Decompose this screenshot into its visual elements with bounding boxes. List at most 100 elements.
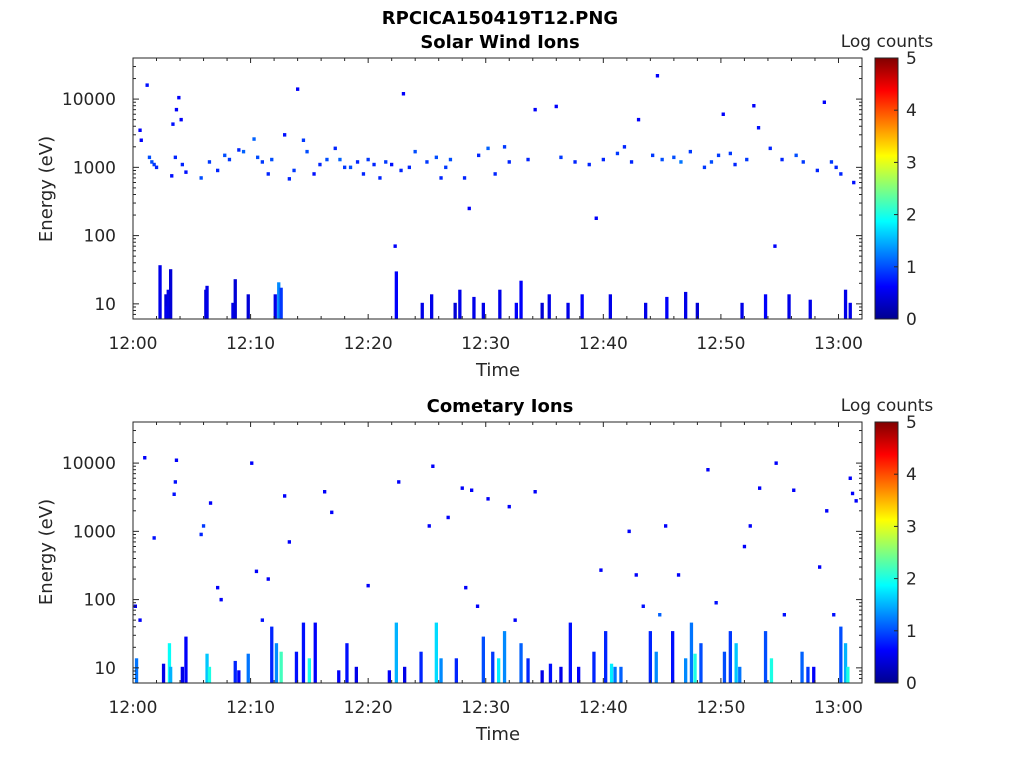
- x-tick-label: 13:00: [814, 334, 863, 354]
- y-tick-label: 1000: [73, 158, 116, 178]
- heatmap-cell: [467, 206, 471, 211]
- heatmap-cell: [514, 302, 518, 319]
- heatmap-cell: [613, 666, 617, 683]
- heatmap-cell: [599, 568, 603, 572]
- heatmap-cell: [763, 294, 768, 319]
- heatmap-cell: [184, 636, 188, 683]
- heatmap-cell: [173, 155, 177, 160]
- heatmap-cell: [287, 540, 291, 544]
- heatmap-cell: [672, 155, 676, 160]
- heatmap-cell: [822, 100, 826, 104]
- axes-frame: [132, 421, 863, 684]
- figure-title: RPCICA150419T12.PNG: [382, 8, 618, 29]
- y-axis-label: Energy (eV): [36, 136, 57, 242]
- heatmap-cell: [378, 176, 382, 180]
- heatmap-cell: [207, 160, 212, 164]
- heatmap-cell: [481, 302, 485, 319]
- heatmap-cell: [250, 461, 254, 465]
- heatmap-cell: [343, 165, 347, 170]
- heatmap-cell: [843, 643, 848, 683]
- heatmap-cell: [237, 148, 241, 152]
- heatmap-cell: [403, 666, 407, 683]
- heatmap-cell: [184, 170, 188, 174]
- heatmap-cell: [318, 162, 322, 167]
- panel-cometary-ions: Cometary Ions Energy (eV) Time 12:00 12:1…: [36, 396, 933, 745]
- heatmap-cell: [273, 294, 277, 319]
- heatmap-cell: [676, 573, 681, 577]
- heatmap-cell: [839, 626, 843, 683]
- heatmap-cell: [338, 157, 342, 162]
- heatmap-cell: [758, 486, 762, 490]
- x-tick-label: 12:50: [696, 334, 745, 354]
- heatmap-cell: [390, 162, 394, 167]
- heatmap-cell: [801, 160, 805, 164]
- heatmap-cell: [223, 153, 227, 158]
- heatmap-cell: [394, 271, 398, 319]
- panel-title: Solar Wind Ions: [420, 32, 579, 53]
- colorbar-label: Log counts: [841, 396, 934, 416]
- heatmap-cell: [323, 490, 327, 494]
- colorbar-tick-label: 4: [906, 101, 917, 121]
- heatmap-cell: [152, 536, 156, 540]
- heatmap-cell: [554, 104, 558, 109]
- heatmap-cell: [818, 565, 822, 569]
- heatmap-cell: [665, 296, 669, 319]
- heatmap-cell: [266, 172, 270, 176]
- heatmap-cell: [138, 128, 142, 132]
- heatmap-cell: [519, 280, 523, 319]
- heatmap-cell: [174, 107, 179, 112]
- heatmap-cell: [448, 157, 453, 162]
- heatmap-cell: [752, 104, 756, 108]
- y-tick-label: 100: [84, 591, 116, 611]
- heatmap-cell: [728, 631, 732, 683]
- heatmap-cell: [170, 174, 174, 178]
- heatmap-cell: [143, 456, 147, 460]
- x-tick-label: 12:40: [579, 334, 628, 354]
- heatmap-cell: [533, 490, 537, 494]
- heatmap-cell: [808, 299, 812, 319]
- x-tick-label: 12:00: [109, 698, 158, 718]
- heatmap-cell: [636, 117, 641, 122]
- axes-frame: [132, 57, 863, 320]
- heatmap-cell: [393, 244, 397, 248]
- heatmap-cell: [852, 180, 856, 185]
- heatmap-cell: [843, 289, 848, 319]
- heatmap-cell: [742, 544, 747, 549]
- heatmap-cell: [714, 601, 718, 605]
- heatmap-cell: [693, 653, 697, 683]
- heatmap-cell: [313, 622, 317, 683]
- colorbar-tick-label: 5: [906, 413, 917, 433]
- heatmap-cell: [573, 160, 577, 164]
- heatmap-cell: [287, 177, 291, 181]
- heatmap-cell: [147, 155, 152, 160]
- heatmap-cell: [216, 168, 220, 173]
- colorbar-ticks: 0 1 2 3 4 5: [894, 413, 917, 694]
- heatmap-cell: [688, 149, 692, 154]
- heatmap-cell: [277, 282, 281, 319]
- plot-area: 12:00 12:10 12:20 12:30 12:40 12:50 13:00 10 100…: [62, 57, 863, 354]
- heatmap-cell: [684, 291, 688, 319]
- heatmap-cell: [702, 165, 707, 170]
- heatmap-cell: [787, 294, 791, 319]
- heatmap-cell: [768, 146, 772, 151]
- y-tick-label: 10: [94, 659, 116, 679]
- heatmap-cell: [337, 670, 341, 683]
- x-tick-label: 12:30: [461, 698, 510, 718]
- heatmap-cell: [486, 497, 490, 501]
- heatmap-cell: [205, 285, 209, 319]
- heatmap-cell: [526, 157, 530, 162]
- panel-solar-wind-ions: Solar Wind Ions Energy (eV) Time 12:00 12…: [36, 32, 933, 381]
- heatmap-cell: [231, 302, 235, 319]
- heatmap-cell: [699, 643, 703, 683]
- heatmap-cell: [174, 458, 179, 462]
- heatmap-cell: [619, 666, 623, 683]
- heatmap-cell: [577, 666, 581, 683]
- heatmap-cell: [689, 622, 694, 683]
- heatmap-cell: [769, 658, 774, 683]
- heatmap-cell: [205, 653, 209, 683]
- heatmap-cell: [252, 137, 256, 141]
- heatmap-cell: [279, 651, 283, 683]
- heatmap-cell: [270, 626, 274, 683]
- colorbar-tick-label: 0: [906, 310, 917, 330]
